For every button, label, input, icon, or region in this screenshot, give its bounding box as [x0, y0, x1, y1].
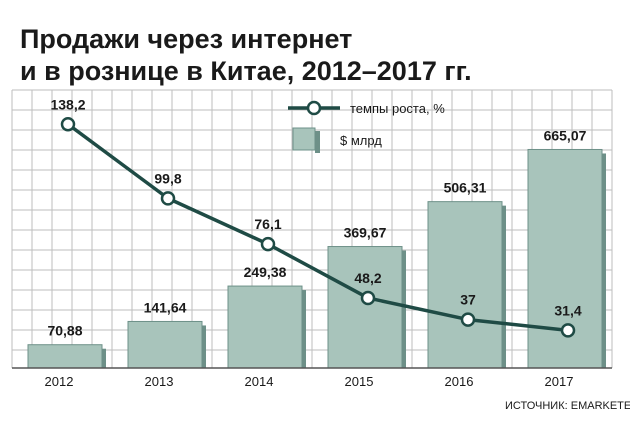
bar — [227, 285, 303, 369]
growth-point — [160, 191, 176, 206]
legend-bar-swatch-side — [315, 131, 320, 153]
bar-side — [602, 153, 606, 368]
growth-point — [560, 323, 576, 338]
bar — [27, 344, 103, 369]
bars: 70,88 141,64 249,38 369,67 506,31 665,07 — [27, 127, 606, 369]
growth-point — [360, 290, 376, 306]
x-tick-label: 2014 — [245, 374, 274, 389]
source-note: ИСТОЧНИК: EMARKETER — [505, 400, 630, 412]
chart-title-line1: Продажи через интернет — [20, 24, 352, 54]
growth-point — [60, 117, 76, 132]
legend: темпы роста, % $ млрд — [288, 100, 445, 153]
growth-value-label: 31,4 — [554, 302, 581, 318]
growth-value-label: 138,2 — [50, 96, 85, 112]
bar-value-label: 249,38 — [244, 264, 287, 280]
growth-line-path — [66, 122, 569, 333]
growth-value-label: 48,2 — [354, 270, 381, 286]
growth-line: 138,2 99,8 76,1 48,2 37 31,4 — [50, 96, 582, 338]
x-tick-label: 2017 — [545, 374, 574, 389]
growth-value-label: 76,1 — [254, 216, 281, 232]
growth-value-label: 37 — [460, 292, 476, 308]
bar-value-label: 665,07 — [544, 127, 587, 143]
legend-line-marker — [306, 100, 322, 116]
bar-side — [202, 325, 206, 368]
legend-bar-swatch — [292, 127, 316, 151]
growth-value-label: 99,8 — [154, 170, 181, 186]
chart-title-line2: и в рознице в Китае, 2012–2017 гг. — [20, 56, 472, 86]
bar — [127, 320, 203, 369]
growth-point — [460, 312, 476, 327]
bar-side — [102, 348, 106, 368]
legend-line-label: темпы роста, % — [350, 101, 445, 116]
x-tick-label: 2012 — [45, 374, 74, 389]
legend-bar-label: $ млрд — [340, 133, 382, 148]
bar-side — [302, 290, 306, 368]
x-tick-label: 2013 — [145, 374, 174, 389]
bar-value-label: 141,64 — [144, 299, 187, 315]
bar-value-label: 70,88 — [47, 323, 82, 339]
bar-side — [402, 250, 406, 368]
x-tick-label: 2015 — [345, 374, 374, 389]
bar-value-label: 369,67 — [344, 225, 387, 241]
x-tick-label: 2016 — [445, 374, 474, 389]
bar — [427, 201, 503, 369]
x-axis-ticks: 2012 2013 2014 2015 2016 2017 — [45, 374, 574, 389]
bar — [327, 246, 403, 369]
bar-side — [502, 205, 506, 368]
bar-value-label: 506,31 — [444, 180, 487, 196]
growth-point — [260, 236, 276, 252]
